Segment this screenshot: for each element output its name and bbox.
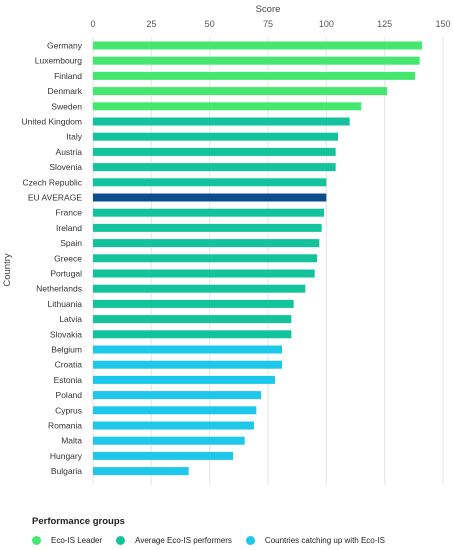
x-tick-label: 75 [263,19,273,29]
bar[interactable] [93,71,415,80]
y-tick-label: Finland [54,71,82,81]
y-tick-label: Slovenia [49,162,82,172]
bar[interactable] [93,147,336,156]
x-axis-title: Score [256,4,281,15]
legend-label-leader: Eco-IS Leader [51,536,103,545]
bar[interactable] [93,360,282,369]
y-tick-label: Hungary [50,451,83,461]
y-tick-label: Romania [48,421,82,431]
x-tick-label: 125 [377,19,392,29]
x-tick-label: 100 [319,19,334,29]
legend-item-catching[interactable]: Countries catching up with Eco-IS [245,536,385,545]
bar[interactable] [93,223,322,232]
y-tick-label: Lithuania [47,299,82,309]
y-tick-label: Czech Republic [22,177,82,187]
bar[interactable] [93,375,275,384]
y-tick-label: Germany [47,41,83,51]
x-axis-ticks: 0 25 50 75 100 125 150 [90,19,450,29]
bar[interactable] [93,436,245,445]
y-tick-label: Ireland [56,223,82,233]
legend-swatch-leader [32,536,41,545]
bar[interactable] [93,254,317,263]
bar[interactable] [93,299,294,308]
legend-item-leader[interactable]: Eco-IS Leader [32,536,102,545]
y-tick-label: Cyprus [55,405,82,415]
x-tick-label: 150 [435,19,450,29]
bar[interactable] [93,451,233,460]
y-tick-label: EU AVERAGE [28,193,82,203]
y-axis-title: Country [2,253,13,287]
legend-item-average[interactable]: Average Eco-IS performers [116,536,232,545]
bar[interactable] [93,284,306,293]
y-tick-label: Croatia [55,360,83,370]
bar[interactable] [93,345,282,354]
bar-chart: 0 25 50 75 100 125 150 Score Country Germany Lu… [2,4,451,485]
bar[interactable] [93,178,327,187]
y-tick-label: Portugal [50,269,82,279]
x-tick-label: 25 [146,19,156,29]
y-tick-label: Denmark [48,86,83,96]
y-tick-label: Poland [56,390,83,400]
bar[interactable] [93,269,315,278]
y-axis-labels: Germany Luxembourg Finland Denmark Sweden Uni… [22,41,83,477]
x-tick-label: 50 [205,19,215,29]
legend-label-average: Average Eco-IS performers [135,536,232,545]
y-tick-label: Malta [61,436,82,446]
bar[interactable] [93,315,292,324]
y-tick-label: Italy [66,132,82,142]
y-tick-label: Luxembourg [35,56,83,66]
legend: Performance groups Eco-IS Leader Average… [32,516,447,545]
bar[interactable] [93,163,336,172]
legend-label-catching: Countries catching up with Eco-IS [264,536,385,545]
y-tick-label: United Kingdom [22,117,82,127]
y-tick-label: Bulgaria [51,466,82,476]
y-tick-label: Netherlands [36,284,82,294]
bars [93,41,422,476]
bar[interactable] [93,102,362,111]
y-tick-label: Austria [56,147,83,157]
x-tick-label: 0 [90,19,95,29]
bar[interactable] [93,117,350,126]
bar[interactable] [93,406,257,415]
y-tick-label: Latvia [59,314,82,324]
y-tick-label: Belgium [51,345,82,355]
bar[interactable] [93,239,320,248]
y-tick-label: Slovakia [50,329,82,339]
legend-swatch-average [116,536,126,545]
y-tick-label: Greece [54,253,82,263]
bar[interactable] [93,330,292,339]
bar[interactable] [93,208,324,217]
bar[interactable] [93,56,420,65]
y-tick-label: France [56,208,83,218]
y-tick-label: Spain [60,238,82,248]
bar[interactable] [93,193,327,202]
legend-title: Performance groups [32,516,125,527]
bar[interactable] [93,391,261,400]
bar[interactable] [93,87,387,96]
y-tick-label: Estonia [54,375,83,385]
bar[interactable] [93,132,338,141]
bar[interactable] [93,467,189,476]
bar[interactable] [93,421,254,430]
legend-items: Eco-IS Leader Average Eco-IS performers … [32,536,447,545]
legend-swatch-catching [245,536,255,545]
bar[interactable] [93,41,422,50]
y-tick-label: Sweden [51,101,82,111]
